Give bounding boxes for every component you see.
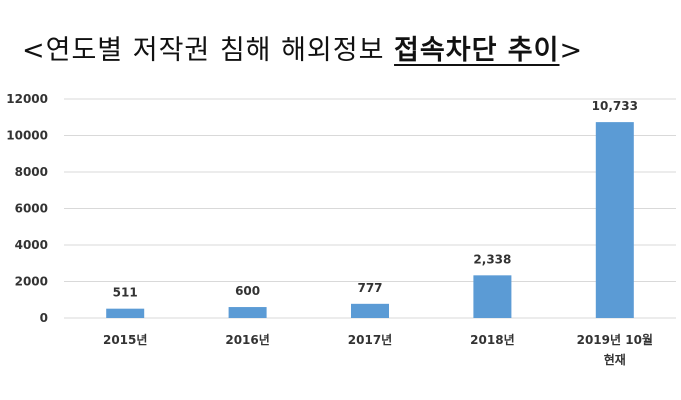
title-plain: 연도별 저작권 침해 해외정보: [45, 35, 395, 66]
bar: [228, 307, 267, 318]
category-label: 현재: [604, 352, 626, 367]
y-tick-label: 12000: [6, 92, 48, 106]
y-tick-label: 2000: [15, 275, 48, 289]
category-label: 2019년 10월: [577, 332, 653, 347]
category-label: 2018년: [470, 333, 514, 347]
y-axis-ticks: 0 2000 4000 6000 8000 10000 12000: [6, 92, 48, 325]
bar: [473, 275, 512, 318]
y-tick-label: 8000: [15, 165, 48, 179]
y-tick-label: 0: [40, 311, 48, 325]
data-labels: 511 600 777 2,338 10,733: [113, 99, 638, 300]
y-tick-label: 10000: [6, 129, 48, 143]
title-emphasis: 접속차단 추이: [394, 35, 560, 66]
bar: [595, 122, 634, 319]
chart-title: <연도별 저작권 침해 해외정보 접속차단 추이>: [22, 28, 583, 67]
data-label: 600: [235, 284, 260, 298]
bars: [106, 122, 634, 319]
y-tick-label: 4000: [15, 238, 48, 252]
bar: [106, 308, 145, 318]
title-open: <: [22, 35, 46, 66]
category-label: 2015년: [103, 333, 147, 347]
data-label: 10,733: [592, 99, 638, 113]
bar: [351, 303, 389, 318]
title-close: >: [559, 35, 584, 66]
category-label: 2017년: [348, 333, 392, 347]
y-tick-label: 6000: [15, 202, 48, 216]
data-label: 777: [357, 281, 382, 295]
data-label: 2,338: [473, 252, 511, 266]
data-label: 511: [113, 286, 138, 300]
category-label: 2016년: [225, 333, 269, 347]
